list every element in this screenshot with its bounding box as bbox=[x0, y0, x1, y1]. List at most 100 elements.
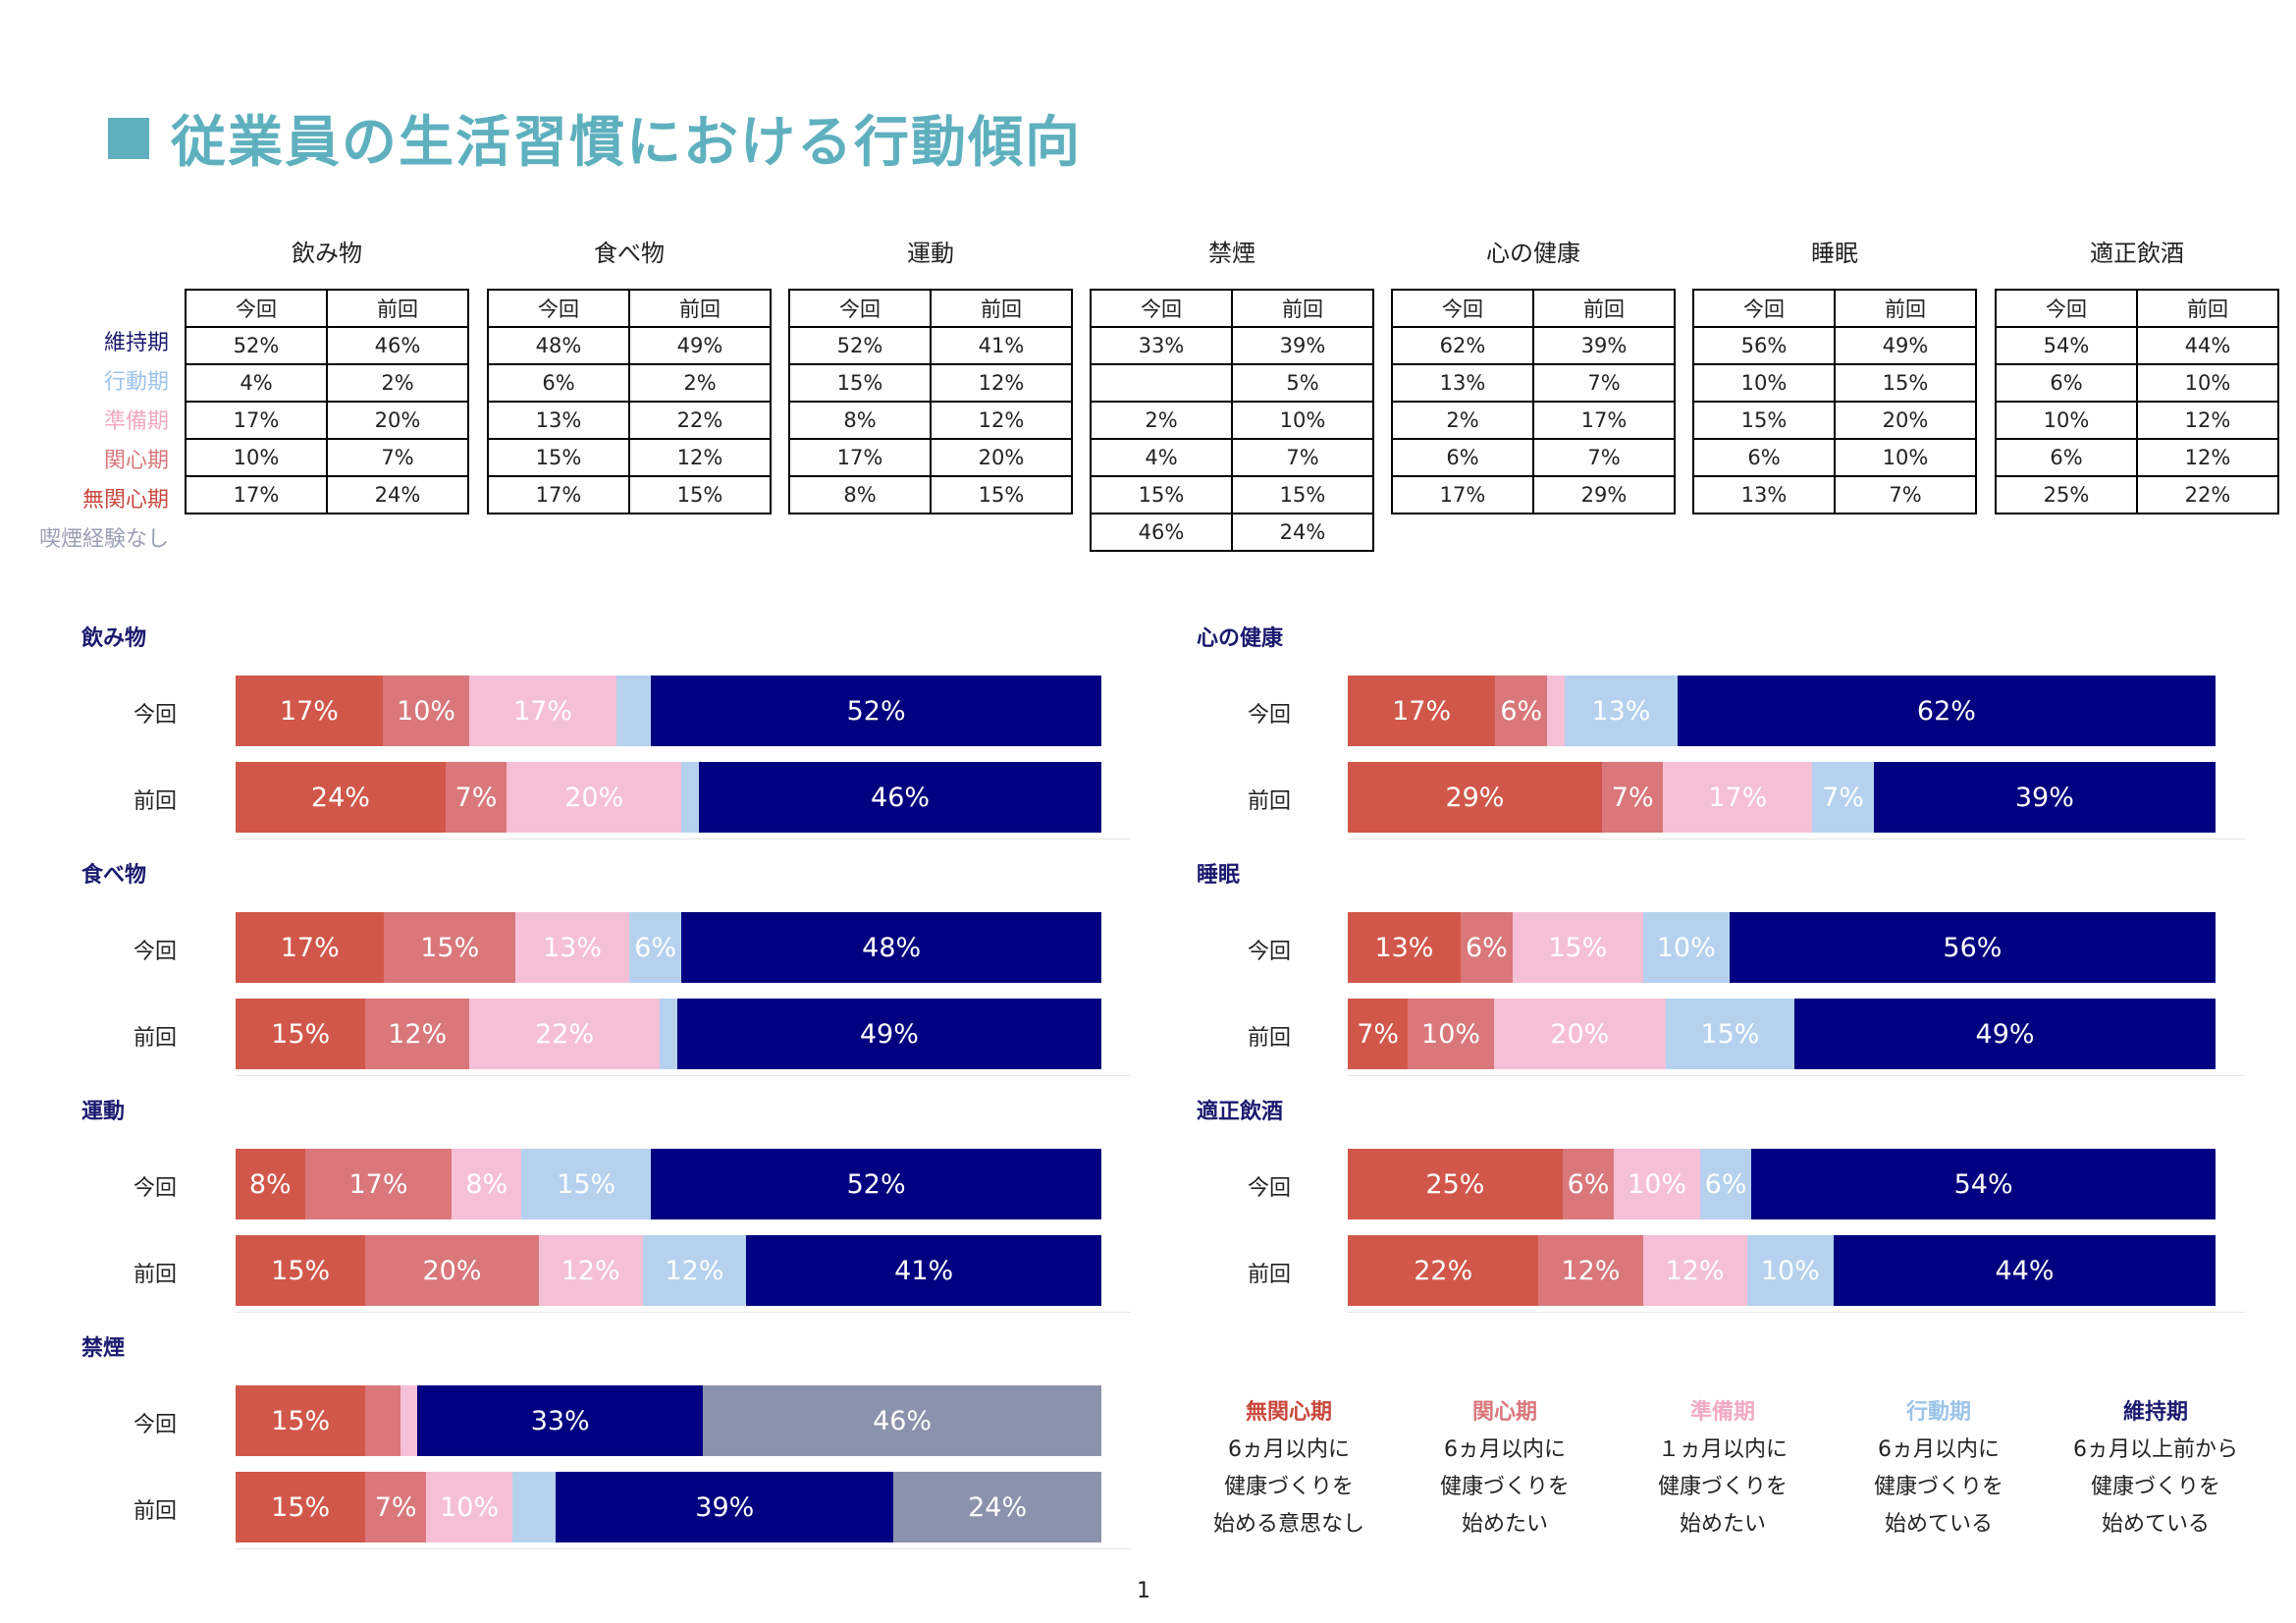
row-label: 前回 bbox=[133, 1499, 177, 1524]
legend-description-line: 6ヵ月以上前から bbox=[2073, 1437, 2238, 1462]
table-row: 5% bbox=[1090, 363, 1374, 403]
table-cell: 6% bbox=[1391, 438, 1534, 477]
bar-segment: 46% bbox=[703, 1385, 1101, 1456]
table-cell: 46% bbox=[326, 326, 469, 365]
bar-track: 7% 10% 20% 15% 49% bbox=[1348, 999, 2216, 1069]
legend-description-line: 健康づくりを bbox=[1223, 1475, 1354, 1499]
legend-description-line: 健康づくりを bbox=[1439, 1475, 1570, 1499]
table-row: 6% 10% bbox=[1995, 363, 2279, 403]
category-title: 心の健康 bbox=[1486, 240, 1580, 267]
bar-track: 29% 7% 17% 7% 39% bbox=[1348, 762, 2216, 833]
legend-stage-name: 維持期 bbox=[2122, 1400, 2188, 1425]
table-row: 13% 7% bbox=[1692, 475, 1977, 514]
row-label: 今回 bbox=[133, 1176, 177, 1201]
page-number: 1 bbox=[1137, 1579, 1150, 1603]
legend-item: 無関心期 6ヵ月以内に 健康づくりを 始める意思なし bbox=[1191, 1394, 1387, 1543]
table-cell: 24% bbox=[326, 475, 469, 514]
header-current: 今回 bbox=[1391, 289, 1534, 328]
bar-segment: 12% bbox=[1538, 1235, 1643, 1306]
bar-segment: 6% bbox=[628, 912, 682, 983]
bar-segment: 15% bbox=[1512, 912, 1643, 983]
bar-segment: 6% bbox=[1460, 912, 1513, 983]
table-cell: 62% bbox=[1391, 326, 1534, 365]
table-row: 6% 12% bbox=[1995, 438, 2279, 477]
bar-segment bbox=[681, 762, 700, 833]
table-row: 15% 20% bbox=[1692, 401, 1977, 440]
chart-title: 心の健康 bbox=[1197, 626, 1284, 651]
table-row: 6% 2% bbox=[487, 363, 772, 403]
table-cell: 2% bbox=[628, 363, 772, 403]
title-square-icon bbox=[108, 117, 149, 159]
table-row: 17% 20% bbox=[788, 438, 1073, 477]
table-cell: 17% bbox=[1532, 401, 1676, 440]
table-cell bbox=[1090, 363, 1233, 403]
table-row: 8% 15% bbox=[788, 475, 1073, 514]
table-cell: 52% bbox=[185, 326, 328, 365]
table-cell: 49% bbox=[628, 326, 772, 365]
bar-segment: 6% bbox=[1699, 1149, 1752, 1219]
stage-label: 喫煙経験なし bbox=[38, 527, 169, 552]
bar-track: 15% 12% 22% 49% bbox=[236, 999, 1101, 1069]
chart-baseline bbox=[236, 1075, 1131, 1076]
category-table: 今回 前回 52% 46% 4% 2% 17% 20% 10% 7% 17% 24% bbox=[185, 289, 469, 514]
bar-segment: 39% bbox=[1873, 762, 2216, 833]
row-label: 前回 bbox=[1247, 1263, 1291, 1287]
stage-label: 無関心期 bbox=[81, 488, 169, 513]
table-cell: 54% bbox=[1995, 326, 2138, 365]
header-current: 今回 bbox=[1995, 289, 2138, 328]
table-row: 4% 7% bbox=[1090, 438, 1374, 477]
table-row: 52% 46% bbox=[185, 326, 469, 365]
bar-segment: 15% bbox=[384, 912, 516, 983]
bar-segment bbox=[1547, 676, 1565, 746]
table-cell: 10% bbox=[1231, 401, 1374, 440]
table-row: 48% 49% bbox=[487, 326, 772, 365]
row-label: 前回 bbox=[133, 789, 177, 814]
category-table: 今回 前回 54% 44% 6% 10% 10% 12% 6% 12% 25% 22% bbox=[1995, 289, 2279, 514]
header-previous: 前回 bbox=[1532, 289, 1676, 328]
legend-description-line: 始める意思なし bbox=[1212, 1512, 1364, 1537]
table-row: 15% 12% bbox=[788, 363, 1073, 403]
category-table: 今回 前回 33% 39% 5% 2% 10% 4% 7% 15% 15% 46% 24% bbox=[1090, 289, 1374, 552]
bar-segment: 10% bbox=[1408, 999, 1494, 1069]
table-cell: 24% bbox=[1231, 513, 1374, 552]
header-previous: 前回 bbox=[628, 289, 772, 328]
legend-stage-name: 関心期 bbox=[1471, 1400, 1537, 1425]
bar-segment: 54% bbox=[1751, 1149, 2216, 1219]
bar-track: 13% 6% 15% 10% 56% bbox=[1348, 912, 2216, 983]
table-cell: 2% bbox=[326, 363, 469, 403]
table-cell: 48% bbox=[487, 326, 630, 365]
header-previous: 前回 bbox=[930, 289, 1073, 328]
bar-segment bbox=[660, 999, 677, 1069]
table-cell: 17% bbox=[788, 438, 932, 477]
header-previous: 前回 bbox=[326, 289, 469, 328]
header-current: 今回 bbox=[1692, 289, 1836, 328]
bar-track: 17% 10% 17% 52% bbox=[236, 676, 1101, 746]
bar-segment: 13% bbox=[1348, 912, 1461, 983]
table-cell: 25% bbox=[1995, 475, 2138, 514]
legend-description-line: 始めている bbox=[2101, 1512, 2210, 1537]
legend-description-line: 健康づくりを bbox=[2090, 1475, 2220, 1499]
bar-segment: 17% bbox=[236, 912, 385, 983]
bar-track: 15% 20% 12% 12% 41% bbox=[236, 1235, 1101, 1306]
bar-segment: 13% bbox=[515, 912, 629, 983]
bar-segment: 7% bbox=[1348, 999, 1409, 1069]
table-cell: 8% bbox=[788, 475, 932, 514]
chart-baseline bbox=[1348, 1312, 2245, 1313]
table-cell: 5% bbox=[1231, 363, 1374, 403]
row-label: 今回 bbox=[133, 1413, 177, 1437]
category-block: 運動 今回 前回 52% 41% 15% 12% 8% 12% 17% 20% 8% 15% bbox=[788, 236, 1073, 514]
table-row: 6% 10% bbox=[1692, 438, 1977, 477]
page-title: 従業員の生活習慣における行動傾向 bbox=[171, 111, 1082, 175]
legend-stage-name: 行動期 bbox=[1905, 1400, 1971, 1425]
bar-segment: 20% bbox=[365, 1235, 539, 1306]
bar-segment: 17% bbox=[304, 1149, 453, 1219]
bar-segment: 41% bbox=[746, 1235, 1101, 1306]
bar-segment: 10% bbox=[1614, 1149, 1700, 1219]
table-cell: 22% bbox=[628, 401, 772, 440]
table-cell: 7% bbox=[1532, 438, 1676, 477]
legend-item: 維持期 6ヵ月以上前から 健康づくりを 始めている bbox=[2057, 1394, 2254, 1543]
bar-segment: 17% bbox=[236, 676, 383, 746]
bar-segment bbox=[512, 1472, 557, 1542]
bar-segment: 10% bbox=[1642, 912, 1730, 983]
header-previous: 前回 bbox=[2136, 289, 2279, 328]
